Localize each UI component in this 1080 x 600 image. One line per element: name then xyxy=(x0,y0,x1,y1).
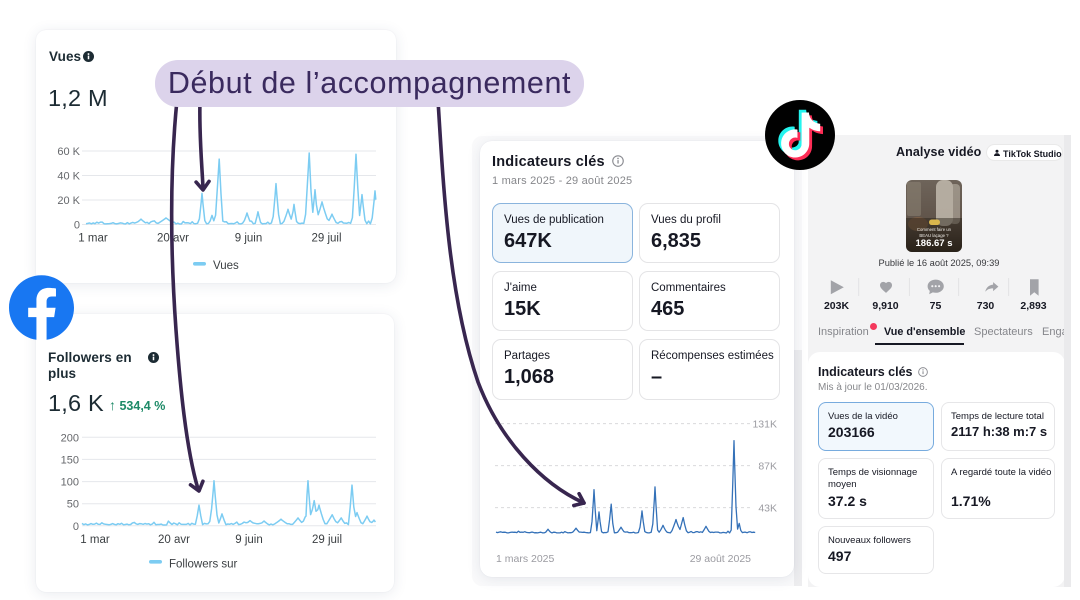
svg-text:BEAU laçage ?: BEAU laçage ? xyxy=(919,233,949,238)
svg-text:87K: 87K xyxy=(758,461,777,473)
svg-text:100: 100 xyxy=(61,477,79,489)
svg-text:0: 0 xyxy=(74,220,80,232)
svg-text:Followers sur: Followers sur xyxy=(169,559,238,571)
svg-text:29 août 2025: 29 août 2025 xyxy=(690,553,751,565)
svg-text:150: 150 xyxy=(61,454,79,466)
svg-text:20 avr: 20 avr xyxy=(157,233,189,245)
svg-text:9 juin: 9 juin xyxy=(235,534,263,546)
svg-text:29 juil: 29 juil xyxy=(312,534,342,546)
svg-text:29 juil: 29 juil xyxy=(311,233,341,245)
svg-text:9 juin: 9 juin xyxy=(235,233,263,245)
svg-text:50: 50 xyxy=(67,499,79,511)
svg-text:131K: 131K xyxy=(752,419,777,431)
svg-text:Vues: Vues xyxy=(213,260,239,272)
svg-text:1 mar: 1 mar xyxy=(80,534,110,546)
svg-text:60 K: 60 K xyxy=(57,146,80,158)
svg-text:Comment faire un: Comment faire un xyxy=(917,227,952,232)
svg-text:20 avr: 20 avr xyxy=(158,534,190,546)
svg-text:20 K: 20 K xyxy=(57,195,80,207)
svg-text:43K: 43K xyxy=(758,503,777,515)
svg-text:186.67 s: 186.67 s xyxy=(916,238,953,249)
svg-text:1 mar: 1 mar xyxy=(78,233,108,245)
svg-text:0: 0 xyxy=(73,521,79,533)
svg-text:200: 200 xyxy=(61,432,79,444)
svg-text:40 K: 40 K xyxy=(57,171,80,183)
svg-text:1 mars 2025: 1 mars 2025 xyxy=(496,553,555,565)
